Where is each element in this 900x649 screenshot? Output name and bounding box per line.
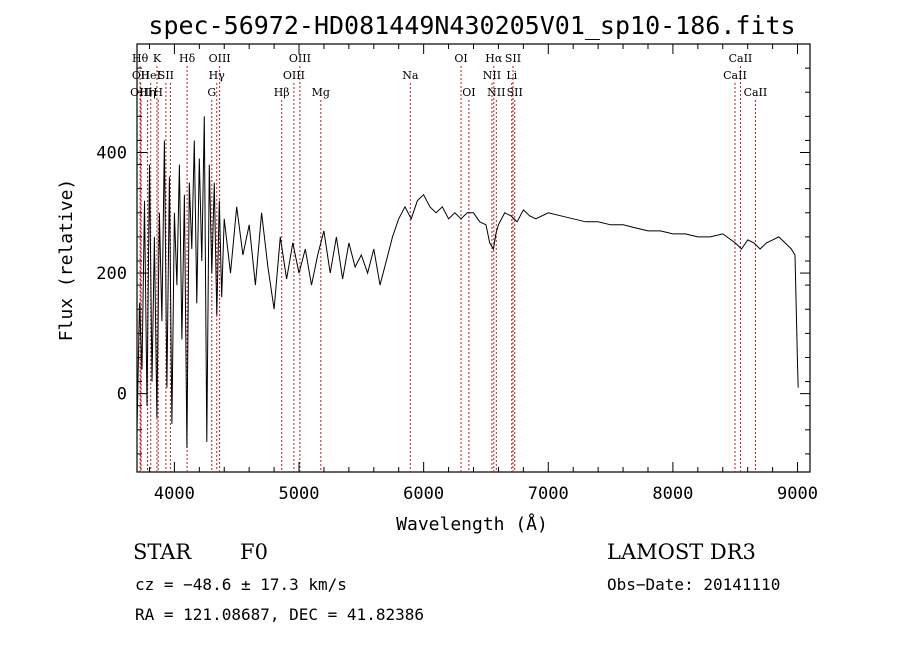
spectral-line-label: SII [158,69,174,82]
y-tick-label: 0 [117,385,127,405]
spectral-line-label: OI [454,52,467,65]
spectral-line-label: Mg [312,86,330,99]
spectral-line-label: HeI [140,69,160,82]
spectral-subclass: F0 [240,540,268,564]
spectral-line-label: OIII [209,52,231,65]
spectrum-series-line [136,116,799,448]
spectral-line-label: Li [506,69,517,82]
y-tick-label: 400 [96,144,127,164]
plot-frame [136,43,811,473]
x-tick-label: 5000 [279,484,320,504]
spectral-line-label: Na [402,69,419,82]
spectral-line-label: OIII [283,69,305,82]
spectral-line-label: CaII [723,69,747,82]
x-tick-label: 9000 [777,484,818,504]
spectral-line-markers [139,66,756,472]
spectral-line-label: SII [505,52,521,65]
redshift-velocity: cz = −48.6 ± 17.3 km/s [135,575,347,594]
spectral-line-label: G [207,86,216,99]
observation-date: Obs−Date: 20141110 [607,575,780,594]
spectral-line-label: Hγ [209,69,226,82]
object-type: STAR [133,540,192,564]
chart-title: spec-56972-HD081449N430205V01_sp10-186.f… [148,11,795,40]
spectral-line-label: NII [483,69,501,82]
spectral-line-label: SII [507,86,523,99]
spectral-line-label: Hδ [179,52,196,65]
x-tick-label: 6000 [403,484,444,504]
spectral-line-label: Hβ [274,86,290,99]
spectral-line-label: OI [462,86,475,99]
spectral-line-label: K [153,52,162,65]
spectral-line-label: OII [132,69,150,82]
x-tick-label: 4000 [154,484,195,504]
x-tick-label: 7000 [528,484,569,504]
spectral-line-label: Hη [139,86,155,99]
spectral-line-label: Hα [485,52,503,65]
spectral-line-label: CaII [744,86,768,99]
plot-area [136,43,811,473]
y-axis-label: Flux (relative) [56,179,77,342]
axis-ticks: 4000 5000 6000 7000 8000 9000 0 200 400 [96,44,818,504]
spectral-line-label: OIII [289,52,311,65]
spectral-line-labels: HθOIIOIIIHηHeIKHSIIHδGHγOIIIHβOIIIOIIIMg… [130,52,767,99]
survey-name: LAMOST DR3 [607,540,756,564]
spectral-line-label: CaII [729,52,753,65]
x-tick-label: 8000 [652,484,693,504]
spectral-line-label: H [153,86,163,99]
coordinates: RA = 121.08687, DEC = 41.82386 [135,605,424,624]
spectral-line-label: NII [487,86,505,99]
spectral-line-label: Hθ [132,52,149,65]
y-tick-label: 200 [96,264,127,284]
x-axis-label: Wavelength (Å) [396,513,548,535]
